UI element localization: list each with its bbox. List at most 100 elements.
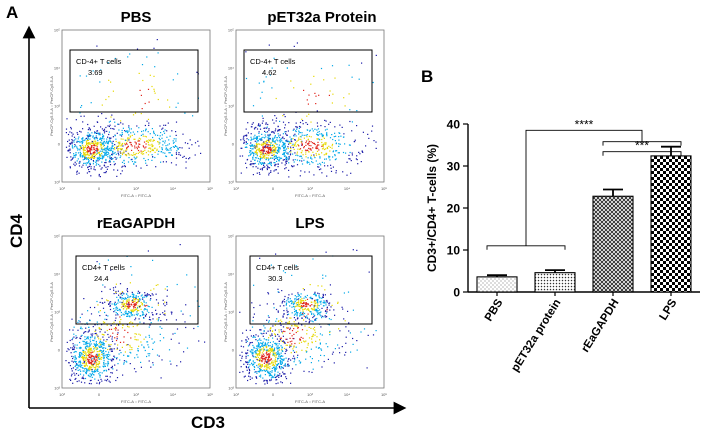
plot-x-tick: 0 — [272, 186, 275, 191]
plot-y-tick: 10⁵ — [54, 28, 60, 33]
plot-y-tick: 0 — [58, 348, 61, 353]
plot-x-tick: 10³ — [307, 392, 313, 397]
plot-y-tick: 10⁵ — [54, 234, 60, 239]
plot-y-tick: 10⁴ — [228, 66, 234, 71]
plot-y-tick: 0 — [232, 142, 235, 147]
plot-y-tick: 10³ — [54, 310, 60, 315]
gate-label: CD4+ T cells — [256, 263, 299, 272]
plot-x-tick: 10³ — [233, 392, 239, 397]
plot-y-tick: 10³ — [54, 386, 60, 391]
significance-brackets: ******* — [486, 117, 682, 250]
plot-y-tick: 10³ — [54, 104, 60, 109]
plot-y-tick: 10³ — [228, 180, 234, 185]
significance-label: *** — [635, 139, 649, 153]
bracket-main — [525, 129, 643, 246]
plot-y-tick: 0 — [58, 142, 61, 147]
plot-x-tick: 10⁴ — [344, 186, 350, 191]
x-category-label: pET32a protein — [509, 297, 563, 374]
flow-plot-title: pET32a Protein — [267, 9, 376, 26]
plot-y-tick: 0 — [232, 348, 235, 353]
bracket-inner — [602, 151, 682, 156]
x-category-label: PBS — [483, 297, 506, 324]
bar-reagapdh — [592, 195, 634, 293]
plot-axis-y-label: PerCP-Cy5-5-A :: PerCP-Cy5-5-A — [49, 282, 54, 342]
y-axis-label: CD4 — [7, 213, 26, 248]
gate-value: 24.4 — [94, 274, 109, 283]
plot-x-tick: 10³ — [59, 392, 65, 397]
plot-y-tick: 10⁴ — [54, 66, 60, 71]
plot-y-tick: 10³ — [228, 104, 234, 109]
plot-y-tick: 10³ — [228, 386, 234, 391]
significance-label: **** — [575, 117, 594, 131]
gate-value: 3.69 — [88, 68, 103, 77]
plot-x-tick: 10³ — [133, 186, 139, 191]
plot-y-tick: 10⁵ — [228, 234, 234, 239]
plot-x-tick: 0 — [98, 186, 101, 191]
gate-value: 4.62 — [262, 68, 277, 77]
flow-density-cloud — [65, 39, 202, 178]
bar-y-axis-label: CD3+/CD4+ T-cells (%) — [425, 144, 439, 272]
plot-x-tick: 0 — [98, 392, 101, 397]
plot-x-tick: 10⁵ — [207, 186, 213, 191]
plot-x-tick: 10⁵ — [381, 186, 387, 191]
plot-axis-x-label: FITC-A :: FITC-A — [121, 193, 151, 198]
gate-label: CD-4+ T cells — [76, 57, 122, 66]
y-tick-label: 0 — [453, 286, 460, 300]
plot-x-tick: 10³ — [59, 186, 65, 191]
bracket-left-group — [486, 245, 566, 250]
plot-y-tick: 10³ — [228, 310, 234, 315]
plot-y-tick: 10³ — [54, 180, 60, 185]
gate-box — [243, 49, 373, 113]
flow-plot-title: PBS — [121, 9, 152, 26]
plot-x-tick: 10⁴ — [170, 186, 176, 191]
plot-axis-x-label: FITC-A :: FITC-A — [121, 399, 151, 404]
plot-x-tick: 10⁴ — [170, 392, 176, 397]
plot-x-tick: 10³ — [133, 392, 139, 397]
plot-axis-y-label: PerCP-Cy5-5-A :: PerCP-Cy5-5-A — [49, 76, 54, 136]
x-axis-label: CD3 — [191, 413, 225, 432]
gate-label: CD-4+ T cells — [250, 57, 296, 66]
flow-plot-frame — [235, 29, 385, 183]
panel-a-label: A — [6, 3, 18, 22]
flow-plot-title: LPS — [295, 215, 324, 232]
y-tick-label: 30 — [447, 160, 461, 174]
panel-b-label: B — [421, 67, 433, 86]
plot-x-tick: 10³ — [233, 186, 239, 191]
y-tick-label: 20 — [447, 202, 461, 216]
x-category-label: LPS — [658, 297, 680, 323]
gate-box — [75, 255, 199, 325]
plot-x-tick: 10⁵ — [207, 392, 213, 397]
gate-box — [249, 255, 373, 325]
bar-pet32a-protein — [534, 272, 576, 293]
gate-value: 30.3 — [268, 274, 283, 283]
flow-plot-frame — [61, 29, 211, 183]
gate-label: CD4+ T cells — [82, 263, 125, 272]
plot-axis-y-label: PerCP-Cy5-5-A :: PerCP-Cy5-5-A — [223, 76, 228, 136]
flow-density-cloud — [239, 249, 377, 385]
plot-axis-x-label: FITC-A :: FITC-A — [295, 399, 325, 404]
plot-x-tick: 0 — [272, 392, 275, 397]
flow-plot-title: rEaGAPDH — [97, 215, 175, 232]
plot-axis-y-label: PerCP-Cy5-5-A :: PerCP-Cy5-5-A — [223, 282, 228, 342]
plot-y-tick: 10⁴ — [54, 272, 60, 277]
plot-y-tick: 10⁴ — [228, 272, 234, 277]
plot-x-tick: 10⁴ — [344, 392, 350, 397]
plot-axis-x-label: FITC-A :: FITC-A — [295, 193, 325, 198]
bar-chart: CD3+/CD4+ T-cells (%) 0 10 20 30 40 PBS pET32a … — [425, 117, 700, 374]
bar-pbs — [476, 276, 518, 293]
y-tick-label: 10 — [447, 244, 461, 258]
plot-x-tick: 10⁵ — [381, 392, 387, 397]
gate-box — [69, 49, 199, 113]
plot-y-tick: 10⁵ — [228, 28, 234, 33]
flow-density-cloud — [239, 42, 377, 178]
flow-density-cloud — [65, 244, 206, 385]
plot-x-tick: 10³ — [307, 186, 313, 191]
x-category-label: rEaGAPDH — [580, 297, 622, 354]
y-tick-label: 40 — [447, 118, 461, 132]
